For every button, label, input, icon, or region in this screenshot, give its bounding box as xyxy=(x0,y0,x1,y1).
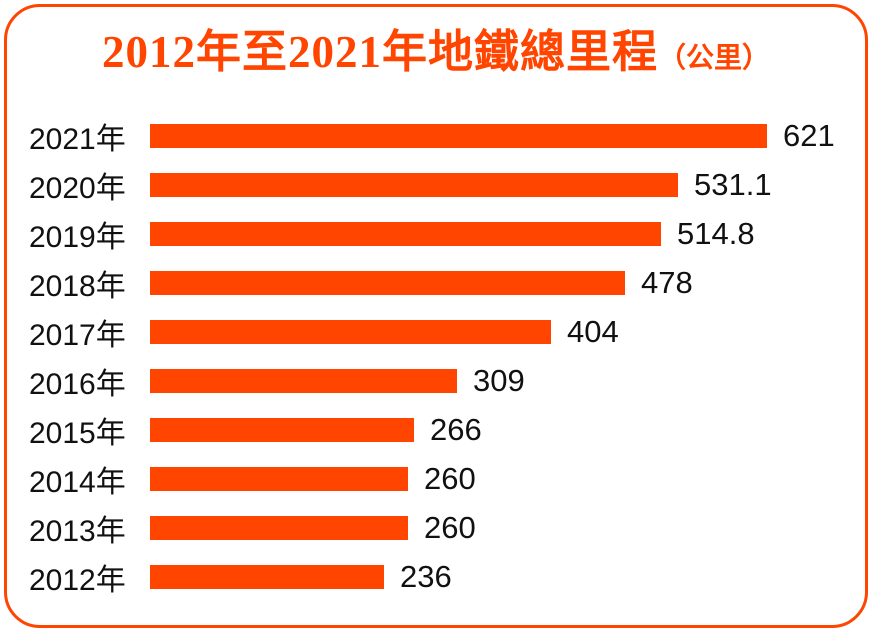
year-label: 2016年 xyxy=(29,368,126,401)
chart-row: 2018年 478 xyxy=(29,259,865,308)
chart-row: 2021年 621 xyxy=(29,112,865,161)
year-label: 2019年 xyxy=(29,221,126,254)
year-label: 2013年 xyxy=(29,515,126,548)
value-label: 236 xyxy=(400,559,452,594)
chart-row: 2019年 514.8 xyxy=(29,210,865,259)
chart-frame: 2012年至2021年地鐵總里程（公里） 2021年 621 2020年 531.1 2… xyxy=(4,4,868,628)
value-label: 531.1 xyxy=(694,167,772,202)
year-label: 2018年 xyxy=(29,270,126,303)
chart-title: 2012年至2021年地鐵總里程（公里） xyxy=(17,23,855,82)
bar xyxy=(150,418,414,442)
chart-row: 2015年 266 xyxy=(29,406,865,455)
chart-row: 2014年 260 xyxy=(29,455,865,504)
value-label: 478 xyxy=(641,265,693,300)
year-label: 2015年 xyxy=(29,417,126,450)
chart-row: 2016年 309 xyxy=(29,357,865,406)
bar xyxy=(150,369,457,393)
year-label: 2014年 xyxy=(29,466,126,499)
value-label: 260 xyxy=(424,461,476,496)
chart-title-unit: （公里） xyxy=(658,43,771,74)
bar xyxy=(150,124,767,148)
value-label: 404 xyxy=(567,314,619,349)
year-label: 2017年 xyxy=(29,319,126,352)
value-label: 621 xyxy=(783,118,835,153)
bar xyxy=(150,467,408,491)
bar xyxy=(150,516,408,540)
chart-row: 2013年 260 xyxy=(29,504,865,553)
value-label: 309 xyxy=(473,363,525,398)
bar xyxy=(150,320,551,344)
value-label: 514.8 xyxy=(677,216,755,251)
bar xyxy=(150,222,661,246)
year-label: 2021年 xyxy=(29,123,126,156)
year-label: 2012年 xyxy=(29,564,126,597)
chart-row: 2012年 236 xyxy=(29,553,865,602)
bar xyxy=(150,271,625,295)
year-label: 2020年 xyxy=(29,172,126,205)
bar xyxy=(150,173,678,197)
value-label: 260 xyxy=(424,510,476,545)
chart-row: 2017年 404 xyxy=(29,308,865,357)
bar-chart: 2021年 621 2020年 531.1 2019年 514.8 2018年 478 2017… xyxy=(7,112,865,602)
chart-title-main: 2012年至2021年地鐵總里程 xyxy=(101,27,658,77)
value-label: 266 xyxy=(430,412,482,447)
bar xyxy=(150,565,384,589)
chart-row: 2020年 531.1 xyxy=(29,161,865,210)
